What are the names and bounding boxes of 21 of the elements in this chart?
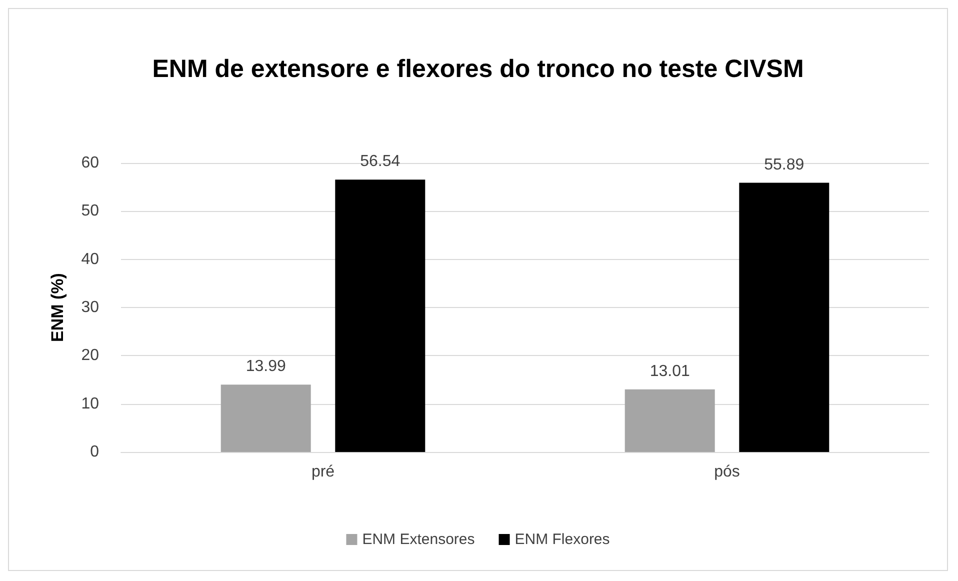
legend-label: ENM Extensores xyxy=(362,531,475,548)
y-tick-label: 50 xyxy=(81,202,100,220)
y-tick-label: 10 xyxy=(81,395,100,412)
data-label: 13.01 xyxy=(650,362,690,380)
bar xyxy=(335,180,426,452)
bar xyxy=(220,384,311,452)
data-label: 55.89 xyxy=(764,156,804,174)
y-tick-label: 20 xyxy=(81,347,100,364)
legend-label: ENM Flexores xyxy=(514,531,610,548)
y-tick-label: 60 xyxy=(81,154,100,172)
y-tick-label: 40 xyxy=(81,250,100,268)
y-axis-title: ENM (%) xyxy=(48,273,67,342)
bar xyxy=(739,182,830,452)
bar xyxy=(624,389,715,452)
x-tick-label: pós xyxy=(714,464,740,480)
chart-title: ENM de extensore e flexores do tronco no teste CIVSM xyxy=(152,55,804,83)
y-tick-label: 30 xyxy=(81,299,100,316)
x-tick-label: pré xyxy=(311,464,335,480)
y-tick-label: 0 xyxy=(90,444,100,460)
data-label: 13.99 xyxy=(246,358,286,376)
data-label: 56.54 xyxy=(360,153,400,170)
